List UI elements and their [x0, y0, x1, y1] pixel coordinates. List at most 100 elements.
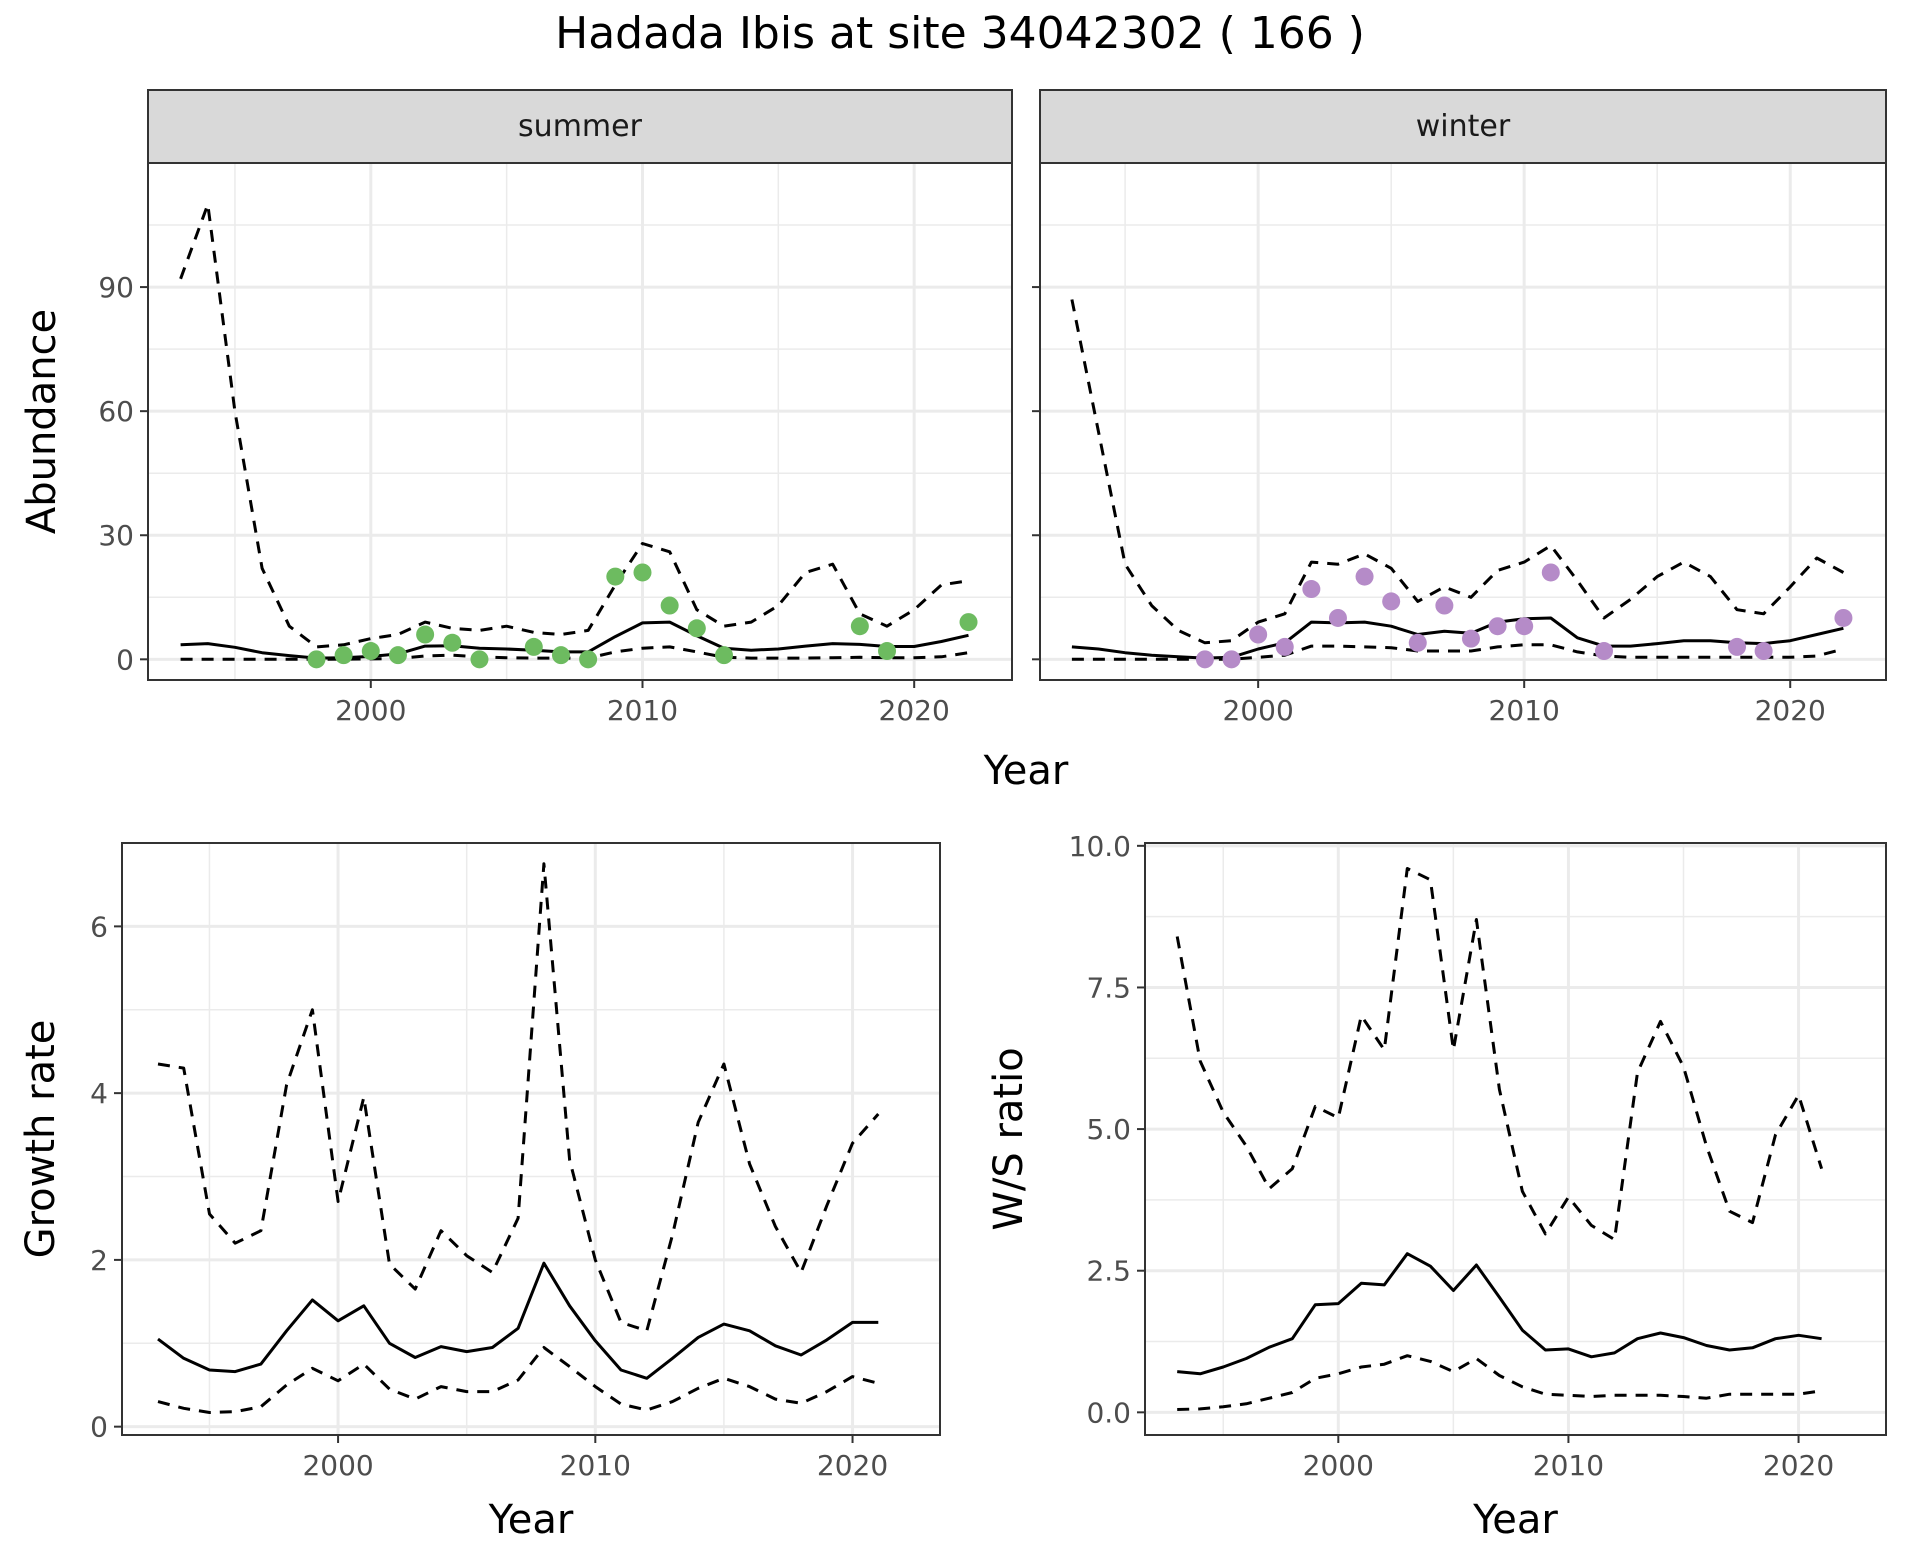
count-point [388, 646, 407, 665]
x-tick-label: 2010 [607, 694, 678, 727]
upper-line [157, 862, 880, 1333]
count-point [878, 642, 897, 661]
y-tick-label: 5.0 [1086, 1113, 1131, 1146]
upper-line [179, 202, 969, 649]
chart-winter: winter 2000 2010 2020 [1032, 89, 1887, 727]
count-point [1595, 642, 1613, 661]
x-tick-label: 2020 [1755, 694, 1826, 727]
upper-line [1175, 867, 1824, 1242]
y-tick-label: 2.5 [1086, 1255, 1131, 1288]
grid [1145, 843, 1886, 1435]
x-axis-title: Year [1472, 1497, 1558, 1543]
count-point [1435, 596, 1454, 615]
count-point [687, 619, 706, 638]
count-points [1195, 563, 1853, 669]
x-axis-ticks: 2000 2010 2020 [335, 680, 950, 727]
panel-background [122, 843, 940, 1435]
upper-line [1070, 299, 1845, 645]
count-points [307, 563, 978, 669]
y-tick-label: 2 [90, 1244, 108, 1277]
x-tick-label: 2010 [560, 1449, 631, 1482]
x-tick-label: 2000 [1223, 694, 1294, 727]
facet-strip-label: summer [518, 109, 643, 144]
lower-line [1177, 1354, 1822, 1411]
estimate-line [157, 1261, 879, 1380]
count-point [524, 637, 543, 656]
x-tick-label: 2000 [335, 694, 406, 727]
count-point [1275, 637, 1294, 656]
count-point [334, 646, 353, 665]
x-tick-label: 2000 [302, 1449, 373, 1482]
y-axis-ticks: 0 2 4 6 [90, 910, 122, 1444]
estimate-line [1177, 1252, 1822, 1376]
count-point [443, 633, 462, 652]
grid [122, 842, 940, 1435]
x-tick-label: 2020 [817, 1449, 888, 1482]
count-point [1488, 617, 1507, 636]
count-point [1302, 580, 1321, 599]
count-point [1515, 617, 1534, 636]
count-point [361, 642, 380, 661]
count-point [1355, 567, 1374, 586]
facet-strip-label: winter [1416, 109, 1511, 144]
facet-strip [1039, 89, 1887, 164]
y-axis-title: Growth rate [18, 1020, 64, 1259]
main-title: Hadada Ibis at site 34042302 ( 166 ) [555, 8, 1365, 59]
y-tick-label: 6 [90, 910, 108, 943]
chart-ratio: 2000 2010 2020 0.0 2.5 5.0 7.5 10.0 W/S ratio Yea… [986, 830, 1887, 1543]
count-point [551, 646, 570, 665]
grid [1040, 163, 1886, 680]
count-point [1728, 637, 1747, 656]
x-tick-label: 2020 [879, 694, 950, 727]
panel-background [148, 163, 1012, 680]
count-point [579, 650, 598, 669]
y-tick-label: 0 [90, 1411, 108, 1444]
y-tick-label: 4 [90, 1077, 108, 1110]
count-point [660, 596, 679, 615]
y-tick-label: 10.0 [1069, 830, 1131, 863]
count-point [606, 567, 625, 586]
y-tick-label: 0 [116, 643, 134, 676]
count-point [633, 563, 652, 582]
y-tick-label: 7.5 [1086, 971, 1131, 1004]
facet-strip [147, 89, 1013, 164]
x-axis-ticks: 2000 2010 2020 [302, 1435, 888, 1482]
x-axis-title: Year [983, 748, 1069, 794]
x-axis-title: Year [488, 1497, 574, 1543]
count-point [1222, 650, 1241, 669]
y-axis-title: Abundance [19, 309, 65, 534]
count-point [1408, 633, 1427, 652]
y-axis-ticks: 0.0 2.5 5.0 7.5 10.0 [1069, 830, 1145, 1429]
count-point [1328, 608, 1347, 627]
count-point [959, 613, 978, 632]
count-point [416, 625, 435, 644]
y-tick-label: 30 [98, 519, 134, 552]
x-tick-label: 2000 [1303, 1449, 1374, 1482]
chart-summer: summer 2000 2010 2020 0 30 60 90 Abundance Year [19, 89, 1069, 794]
count-point [1382, 592, 1401, 611]
x-tick-label: 2020 [1763, 1449, 1834, 1482]
panel-background [1040, 163, 1886, 680]
panel-border [1144, 842, 1887, 1436]
x-tick-label: 2010 [1489, 694, 1560, 727]
count-point [850, 617, 869, 636]
y-axis-title: W/S ratio [986, 1047, 1032, 1230]
lower-line [157, 1346, 879, 1414]
chart-growth: 2000 2010 2020 0 2 4 6 Growth rate Year [18, 842, 941, 1543]
count-point [1754, 642, 1773, 661]
count-point [1834, 608, 1853, 627]
x-axis-ticks: 2000 2010 2020 [1223, 680, 1826, 727]
panel-background [1145, 843, 1886, 1435]
y-tick-label: 90 [98, 271, 134, 304]
count-point [470, 650, 489, 669]
y-tick-label: 0.0 [1086, 1396, 1131, 1429]
count-point [1195, 650, 1214, 669]
count-point [307, 650, 326, 669]
count-point [1541, 563, 1560, 582]
x-tick-label: 2010 [1533, 1449, 1604, 1482]
x-axis-ticks: 2000 2010 2020 [1303, 1435, 1834, 1482]
count-point [1249, 625, 1268, 644]
y-axis-ticks: 0 30 60 90 [98, 271, 148, 676]
